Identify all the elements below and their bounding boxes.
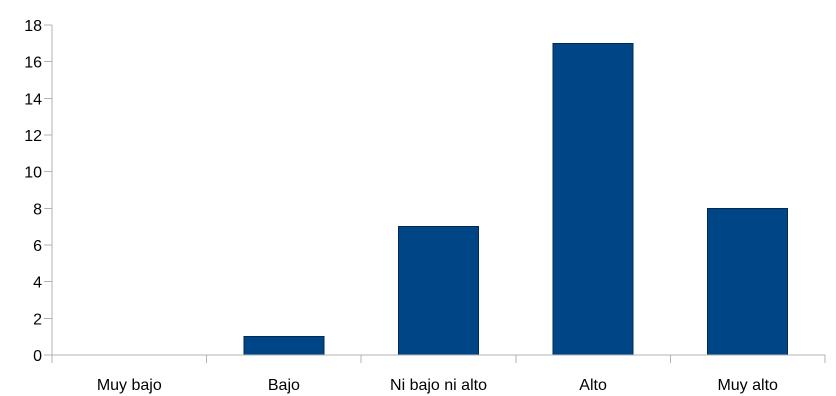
axes [51, 25, 825, 356]
x-tick-label: Muy alto [717, 377, 778, 394]
y-tick-label: 8 [33, 201, 42, 218]
x-tick-label: Bajo [268, 377, 300, 394]
bar [707, 207, 789, 356]
y-tick-label: 6 [33, 238, 42, 255]
y-tick-label: 14 [24, 91, 42, 108]
x-tick-label: Ni bajo ni alto [390, 377, 487, 394]
y-axis-ticks: 0 2 4 6 8 10 12 14 16 18 [24, 18, 52, 365]
y-tick-label: 12 [24, 128, 42, 145]
bar [552, 42, 634, 356]
y-tick-label: 16 [24, 55, 42, 72]
y-tick-label: 4 [33, 275, 42, 292]
y-tick-label: 18 [24, 18, 42, 35]
x-tick-label: Muy bajo [97, 377, 162, 394]
y-tick-label: 10 [24, 165, 42, 182]
bars [243, 42, 789, 356]
y-tick-label: 2 [33, 311, 42, 328]
x-tick-label: Alto [579, 377, 607, 394]
bar [243, 336, 325, 356]
y-tick-label: 0 [33, 348, 42, 365]
bar [398, 226, 479, 356]
x-axis-ticks: Muy bajo Bajo Ni bajo ni alto Alto Muy alto [51, 355, 826, 394]
